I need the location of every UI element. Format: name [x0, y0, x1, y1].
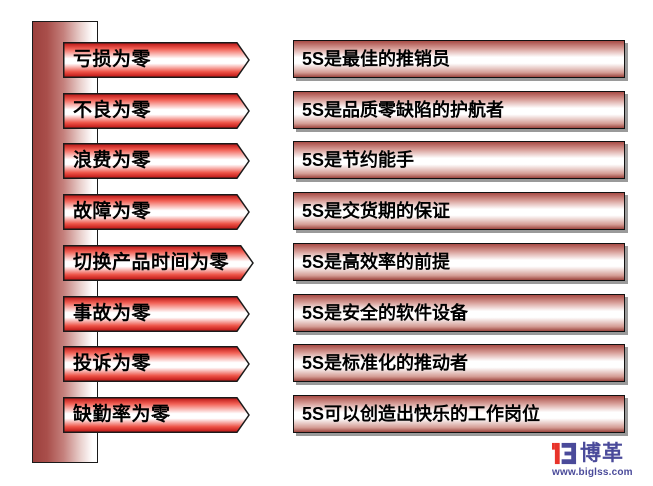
arrow-label: 事故为零 [73, 303, 152, 324]
benefit-box: 5S是高效率的前提 [293, 243, 625, 281]
pentagon-arrow-icon [63, 296, 250, 332]
zero-arrow-loss: 亏损为零 [63, 42, 250, 78]
zero-arrow-absence: 缺勤率为零 [63, 397, 250, 433]
box-label: 5S是交货期的保证 [302, 201, 451, 221]
box-label: 5S是高效率的前提 [302, 252, 451, 272]
arrow-label: 亏损为零 [73, 49, 152, 70]
box-label: 5S是安全的软件设备 [302, 303, 469, 323]
zero-arrow-waste: 浪费为零 [63, 143, 250, 179]
benefit-box: 5S是标准化的推动者 [293, 344, 625, 382]
zero-arrow-defect: 不良为零 [63, 93, 250, 129]
box-label: 5S是品质零缺陷的护航者 [302, 100, 505, 120]
pentagon-arrow-icon [63, 346, 250, 382]
arrow-label: 不良为零 [73, 100, 152, 121]
benefit-box: 5S是品质零缺陷的护航者 [293, 91, 625, 129]
biglss-logo: 博革 www.biglss.com [552, 441, 648, 478]
boge-logo-icon [552, 442, 577, 465]
zero-arrow-changeover: 切换产品时间为零 [63, 245, 254, 281]
box-label: 5S是标准化的推动者 [302, 353, 469, 373]
arrow-label: 缺勤率为零 [73, 404, 171, 425]
benefit-box: 5S是节约能手 [293, 141, 625, 179]
arrow-label: 切换产品时间为零 [73, 252, 230, 273]
benefit-box: 5S是安全的软件设备 [293, 294, 625, 332]
zero-arrow-accident: 事故为零 [63, 296, 250, 332]
box-label: 5S是节约能手 [302, 150, 415, 170]
benefit-box: 5S是交货期的保证 [293, 192, 625, 230]
box-label: 5S可以创造出快乐的工作岗位 [302, 404, 541, 424]
benefit-box: 5S是最佳的推销员 [293, 40, 625, 78]
arrow-label: 浪费为零 [73, 150, 152, 171]
pentagon-arrow-icon [63, 397, 250, 433]
pentagon-arrow-icon [63, 143, 250, 179]
pentagon-arrow-icon [63, 245, 254, 281]
benefit-box: 5S可以创造出快乐的工作岗位 [293, 395, 625, 433]
box-label: 5S是最佳的推销员 [302, 49, 451, 69]
pentagon-arrow-icon [63, 42, 250, 78]
logo-brand-text: 博革 [580, 442, 624, 465]
zero-arrow-complaint: 投诉为零 [63, 346, 250, 382]
arrow-label: 故障为零 [73, 201, 152, 222]
pentagon-arrow-icon [63, 194, 250, 230]
zero-arrow-breakdown: 故障为零 [63, 194, 250, 230]
arrow-label: 投诉为零 [73, 353, 152, 374]
pentagon-arrow-icon [63, 93, 250, 129]
logo-url-text: www.biglss.com [552, 467, 633, 478]
